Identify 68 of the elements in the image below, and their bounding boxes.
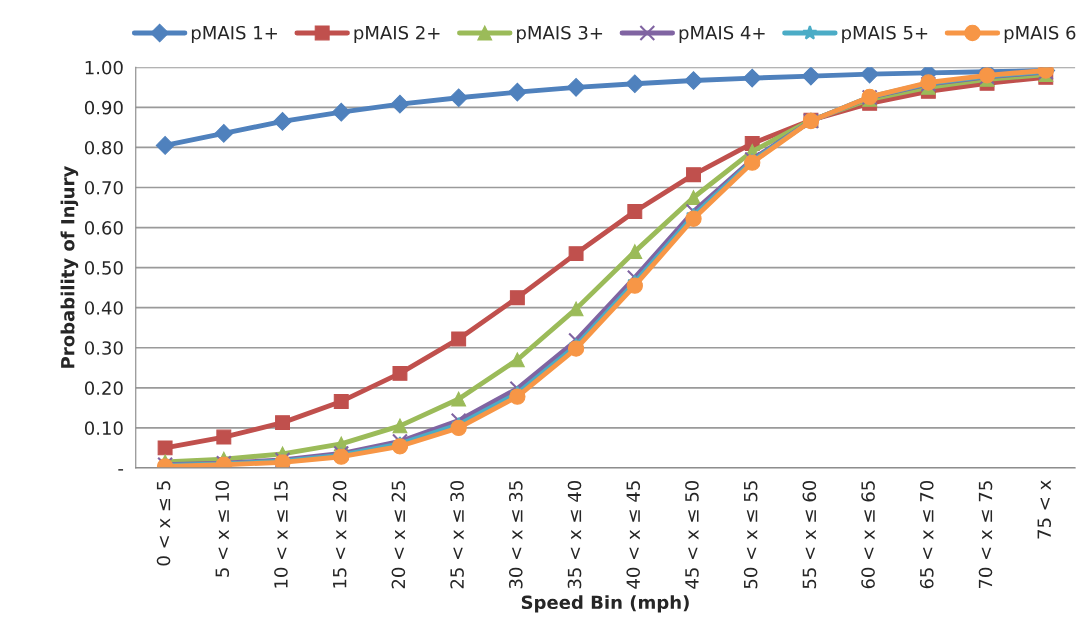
point xyxy=(801,67,821,86)
point xyxy=(509,290,525,306)
point xyxy=(509,352,525,368)
y-tick-label: 0.90 xyxy=(84,100,123,115)
x-tick-label: 65 < x ≤ 70 xyxy=(919,480,934,589)
y-tick-label: 0.60 xyxy=(84,221,123,235)
x-tick-label: 50 < x ≤ 55 xyxy=(743,481,758,589)
point xyxy=(157,440,173,456)
legend-label: pMAIS 3+ xyxy=(517,25,603,44)
point xyxy=(449,88,469,108)
x-tick-label: 5 < x ≤ 10 xyxy=(215,480,230,577)
y-axis-title: Probability of Injury xyxy=(60,166,79,368)
y-tick-label: 0.10 xyxy=(84,421,123,435)
point xyxy=(508,82,527,102)
y-tick-label: 0.70 xyxy=(84,180,123,195)
x-tick-label: 35 < x ≤ 40 xyxy=(567,480,582,589)
point xyxy=(451,331,467,347)
point xyxy=(216,429,232,445)
point xyxy=(742,68,762,88)
legend-label: pMAIS 1+ xyxy=(191,25,277,44)
y-tick-label: 0.30 xyxy=(84,341,123,355)
y-tick-label: 0.50 xyxy=(84,261,123,275)
point xyxy=(684,71,703,90)
x-tick-label: 0 < x ≤ 5 xyxy=(156,481,171,566)
legend-label: pMAIS 5+ xyxy=(842,25,928,44)
point xyxy=(686,167,701,183)
point xyxy=(568,246,584,262)
point xyxy=(627,244,643,260)
x-tick-label: 40 < x ≤ 45 xyxy=(626,481,641,589)
x-tick-label: 30 < x ≤ 35 xyxy=(508,481,523,589)
x-tick-label: 25 < x ≤ 30 xyxy=(450,480,464,589)
point xyxy=(333,393,349,409)
point xyxy=(509,388,526,405)
point xyxy=(273,112,292,131)
point xyxy=(331,102,351,122)
point xyxy=(451,391,467,407)
x-tick-label: 75 < x xyxy=(1037,480,1052,539)
x-tick-label: 20 < x ≤ 25 xyxy=(391,481,406,589)
point xyxy=(392,418,408,434)
point xyxy=(625,74,645,94)
y-tick-label: - xyxy=(118,469,124,471)
y-tick-label: 1.00 xyxy=(85,60,123,75)
legend-label: pMAIS 6 xyxy=(1004,25,1076,44)
point xyxy=(390,94,410,114)
x-tick-label: 45 < x ≤ 50 xyxy=(685,480,699,589)
point xyxy=(275,415,290,431)
point xyxy=(567,340,585,357)
point xyxy=(626,277,643,294)
legend-label: pMAIS 2+ xyxy=(354,25,440,44)
point xyxy=(155,136,175,155)
point xyxy=(214,124,234,143)
point xyxy=(685,210,702,227)
x-tick-label: 60 < x ≤ 65 xyxy=(861,481,875,589)
x-tick-label: 55 < x ≤ 60 xyxy=(802,480,817,589)
y-tick-label: 0.20 xyxy=(84,381,123,395)
point xyxy=(627,204,643,219)
x-tick-label: 15 < x ≤ 20 xyxy=(332,480,347,588)
y-tick-label: 0.80 xyxy=(84,140,123,155)
legend-label: pMAIS 4+ xyxy=(679,25,765,44)
point xyxy=(686,190,701,205)
y-tick-label: 0.40 xyxy=(84,301,123,315)
point xyxy=(450,419,467,437)
point xyxy=(392,365,408,381)
x-axis-title: Speed Bin (mph) xyxy=(521,595,689,613)
point xyxy=(566,77,586,97)
x-tick-label: 10 < x ≤ 15 xyxy=(274,481,288,588)
point xyxy=(860,67,880,84)
x-tick-label: 70 < x ≤ 75 xyxy=(978,481,993,589)
